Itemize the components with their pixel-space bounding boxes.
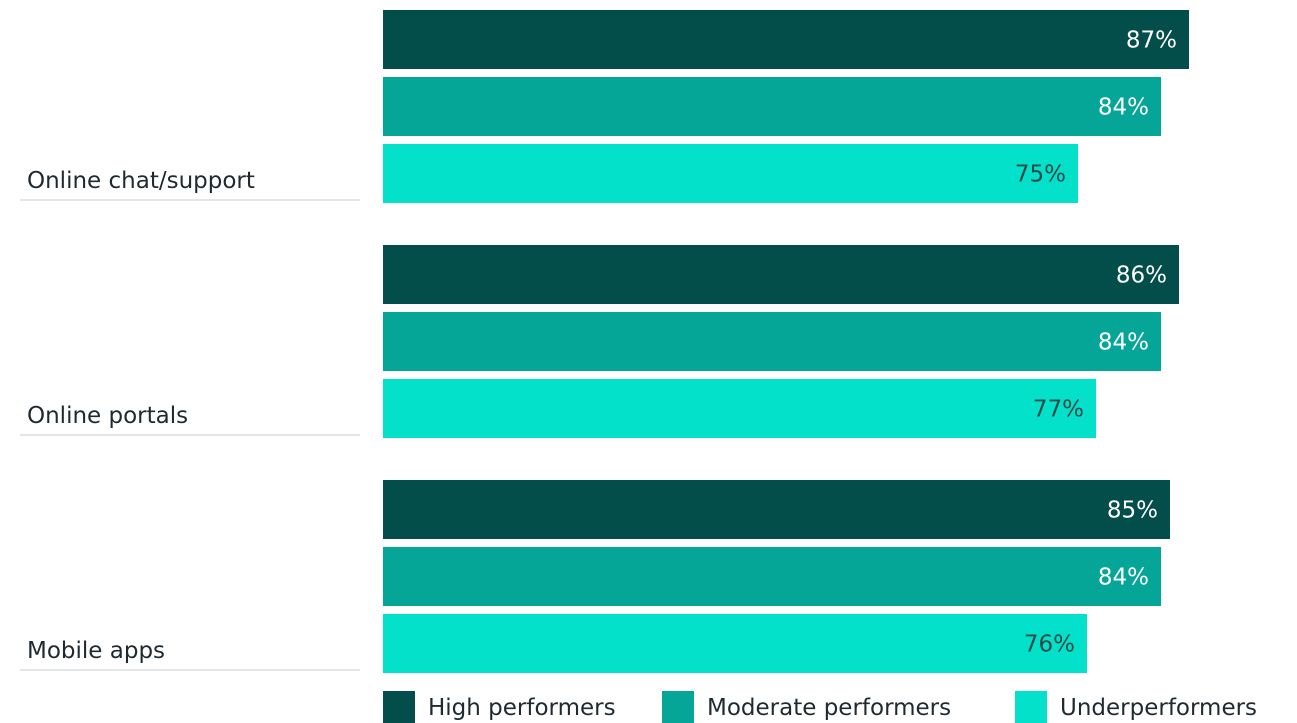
data-label: 77%: [1033, 397, 1084, 423]
bar-underperformers-0: [383, 144, 1078, 203]
legend-swatch: [1015, 691, 1047, 723]
legend-swatch: [383, 691, 415, 723]
data-label: 84%: [1098, 565, 1149, 591]
bar-moderate-performers-0: [383, 77, 1161, 136]
category-labels-layer: Online chat/support Online portals Mobile …: [20, 168, 360, 671]
data-label: 84%: [1098, 330, 1149, 356]
bar-high-performers-1: [383, 245, 1179, 304]
data-label: 75%: [1015, 162, 1066, 188]
bar-moderate-performers-2: [383, 547, 1161, 606]
bar-moderate-performers-1: [383, 312, 1161, 371]
bar-underperformers-1: [383, 379, 1096, 438]
data-label: 87%: [1126, 28, 1177, 54]
bar-high-performers-2: [383, 480, 1170, 539]
category-label: Online chat/support: [27, 168, 255, 194]
data-label: 76%: [1024, 632, 1075, 658]
category-label: Mobile apps: [27, 638, 165, 664]
data-label: 84%: [1098, 95, 1149, 121]
bar-high-performers-0: [383, 10, 1189, 69]
bars-layer: 87% 84% 75% 86% 84% 77% 85% 84% 76%: [383, 10, 1189, 673]
category-label: Online portals: [27, 403, 188, 429]
legend-label: High performers: [428, 695, 616, 721]
bar-underperformers-2: [383, 614, 1087, 673]
legend-label: Moderate performers: [707, 695, 951, 721]
legend-label: Underperformers: [1060, 695, 1257, 721]
data-label: 86%: [1116, 263, 1167, 289]
legend-swatch: [662, 691, 694, 723]
legend: High performers Moderate performers Underp…: [383, 691, 1257, 723]
data-label: 85%: [1107, 498, 1158, 524]
